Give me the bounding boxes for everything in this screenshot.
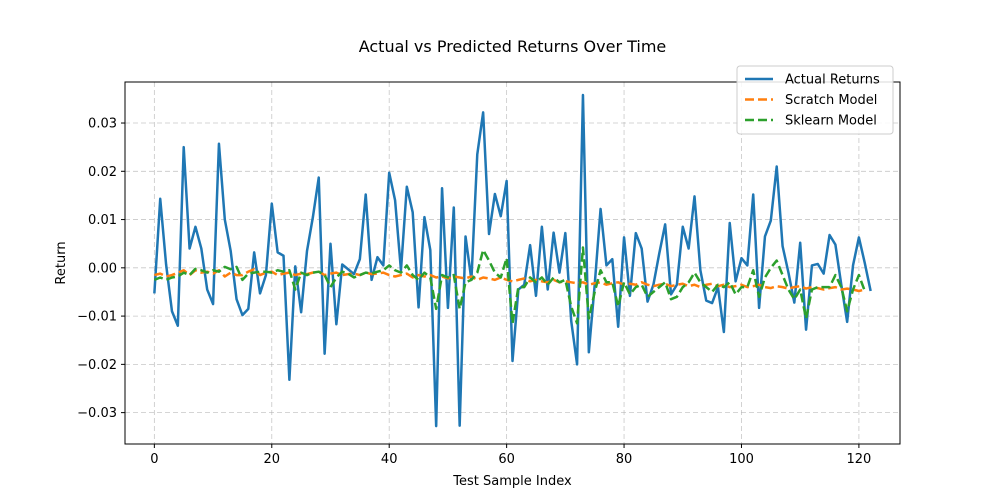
y-tick-label: −0.01 xyxy=(77,310,117,325)
legend-box xyxy=(736,65,894,135)
series-line-actual-returns xyxy=(153,93,872,428)
x-axis-label: Test Sample Index xyxy=(452,474,572,489)
y-tick-label: −0.03 xyxy=(77,406,117,421)
plot-frame xyxy=(124,81,901,445)
y-tick-label: 0.01 xyxy=(88,213,117,228)
y-tick-label: 0.02 xyxy=(88,165,117,180)
series-line-sklearn-model xyxy=(153,246,866,325)
series-layer xyxy=(153,93,872,428)
y-axis-label: Return xyxy=(54,241,69,284)
y-tick-label: 0.00 xyxy=(88,261,117,276)
x-tick-label: 80 xyxy=(616,452,633,467)
legend-label: Sklearn Model xyxy=(785,114,877,129)
x-tick-label: 20 xyxy=(264,452,281,467)
x-axis: 0 20 40 60 80 100 120 xyxy=(150,444,871,467)
x-tick-label: 120 xyxy=(846,452,871,467)
y-axis: −0.03 −0.02 −0.01 0.00 0.01 0.02 0.03 xyxy=(77,117,125,421)
x-tick-label: 0 xyxy=(150,452,158,467)
chart-title: Actual vs Predicted Returns Over Time xyxy=(359,37,667,56)
x-tick-label: 40 xyxy=(381,452,398,467)
x-tick-label: 60 xyxy=(498,452,515,467)
x-tick-label: 100 xyxy=(729,452,754,467)
y-tick-label: 0.03 xyxy=(88,117,117,132)
legend-label: Actual Returns xyxy=(785,73,880,88)
y-tick-label: −0.02 xyxy=(77,358,117,373)
legend: Actual Returns Scratch Model Sklearn Model xyxy=(736,65,894,135)
legend-label: Scratch Model xyxy=(785,93,877,108)
